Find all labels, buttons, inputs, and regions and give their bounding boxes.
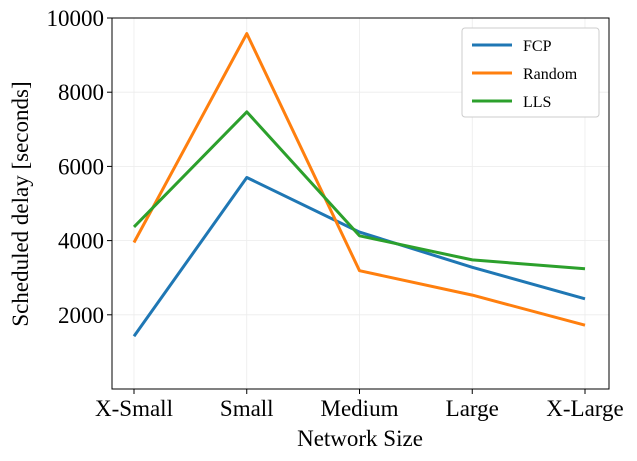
legend-label-random: Random	[523, 66, 578, 83]
legend: FCP Random LLS	[461, 27, 600, 118]
x-tick-label: Small	[220, 396, 274, 421]
x-axis-title: Network Size	[297, 426, 423, 451]
legend-label-fcp: FCP	[523, 38, 552, 55]
y-tick-label: 10000	[47, 6, 105, 31]
y-tick-label: 2000	[58, 303, 104, 328]
x-tick-label: Large	[446, 396, 499, 421]
x-tick-label: X-Small	[95, 396, 173, 421]
x-axis-ticks: X-Small Small Medium Large X-Large	[95, 389, 624, 421]
series-line-random	[132, 32, 586, 327]
x-tick-label: X-Large	[546, 396, 623, 421]
y-axis-title: Scheduled delay [seconds]	[8, 81, 33, 326]
legend-label-lls: LLS	[523, 94, 551, 111]
legend-box	[461, 27, 600, 118]
x-tick-label: Medium	[321, 396, 399, 421]
series-line-fcp	[132, 176, 586, 338]
plot-area-frame	[111, 17, 610, 390]
y-tick-label: 8000	[58, 80, 104, 105]
series-lines	[132, 32, 586, 338]
y-axis-ticks: 2000 4000 6000 8000 10000	[47, 6, 112, 328]
series-line-lls	[132, 110, 586, 271]
y-tick-label: 4000	[58, 229, 104, 254]
y-tick-label: 6000	[58, 154, 104, 179]
